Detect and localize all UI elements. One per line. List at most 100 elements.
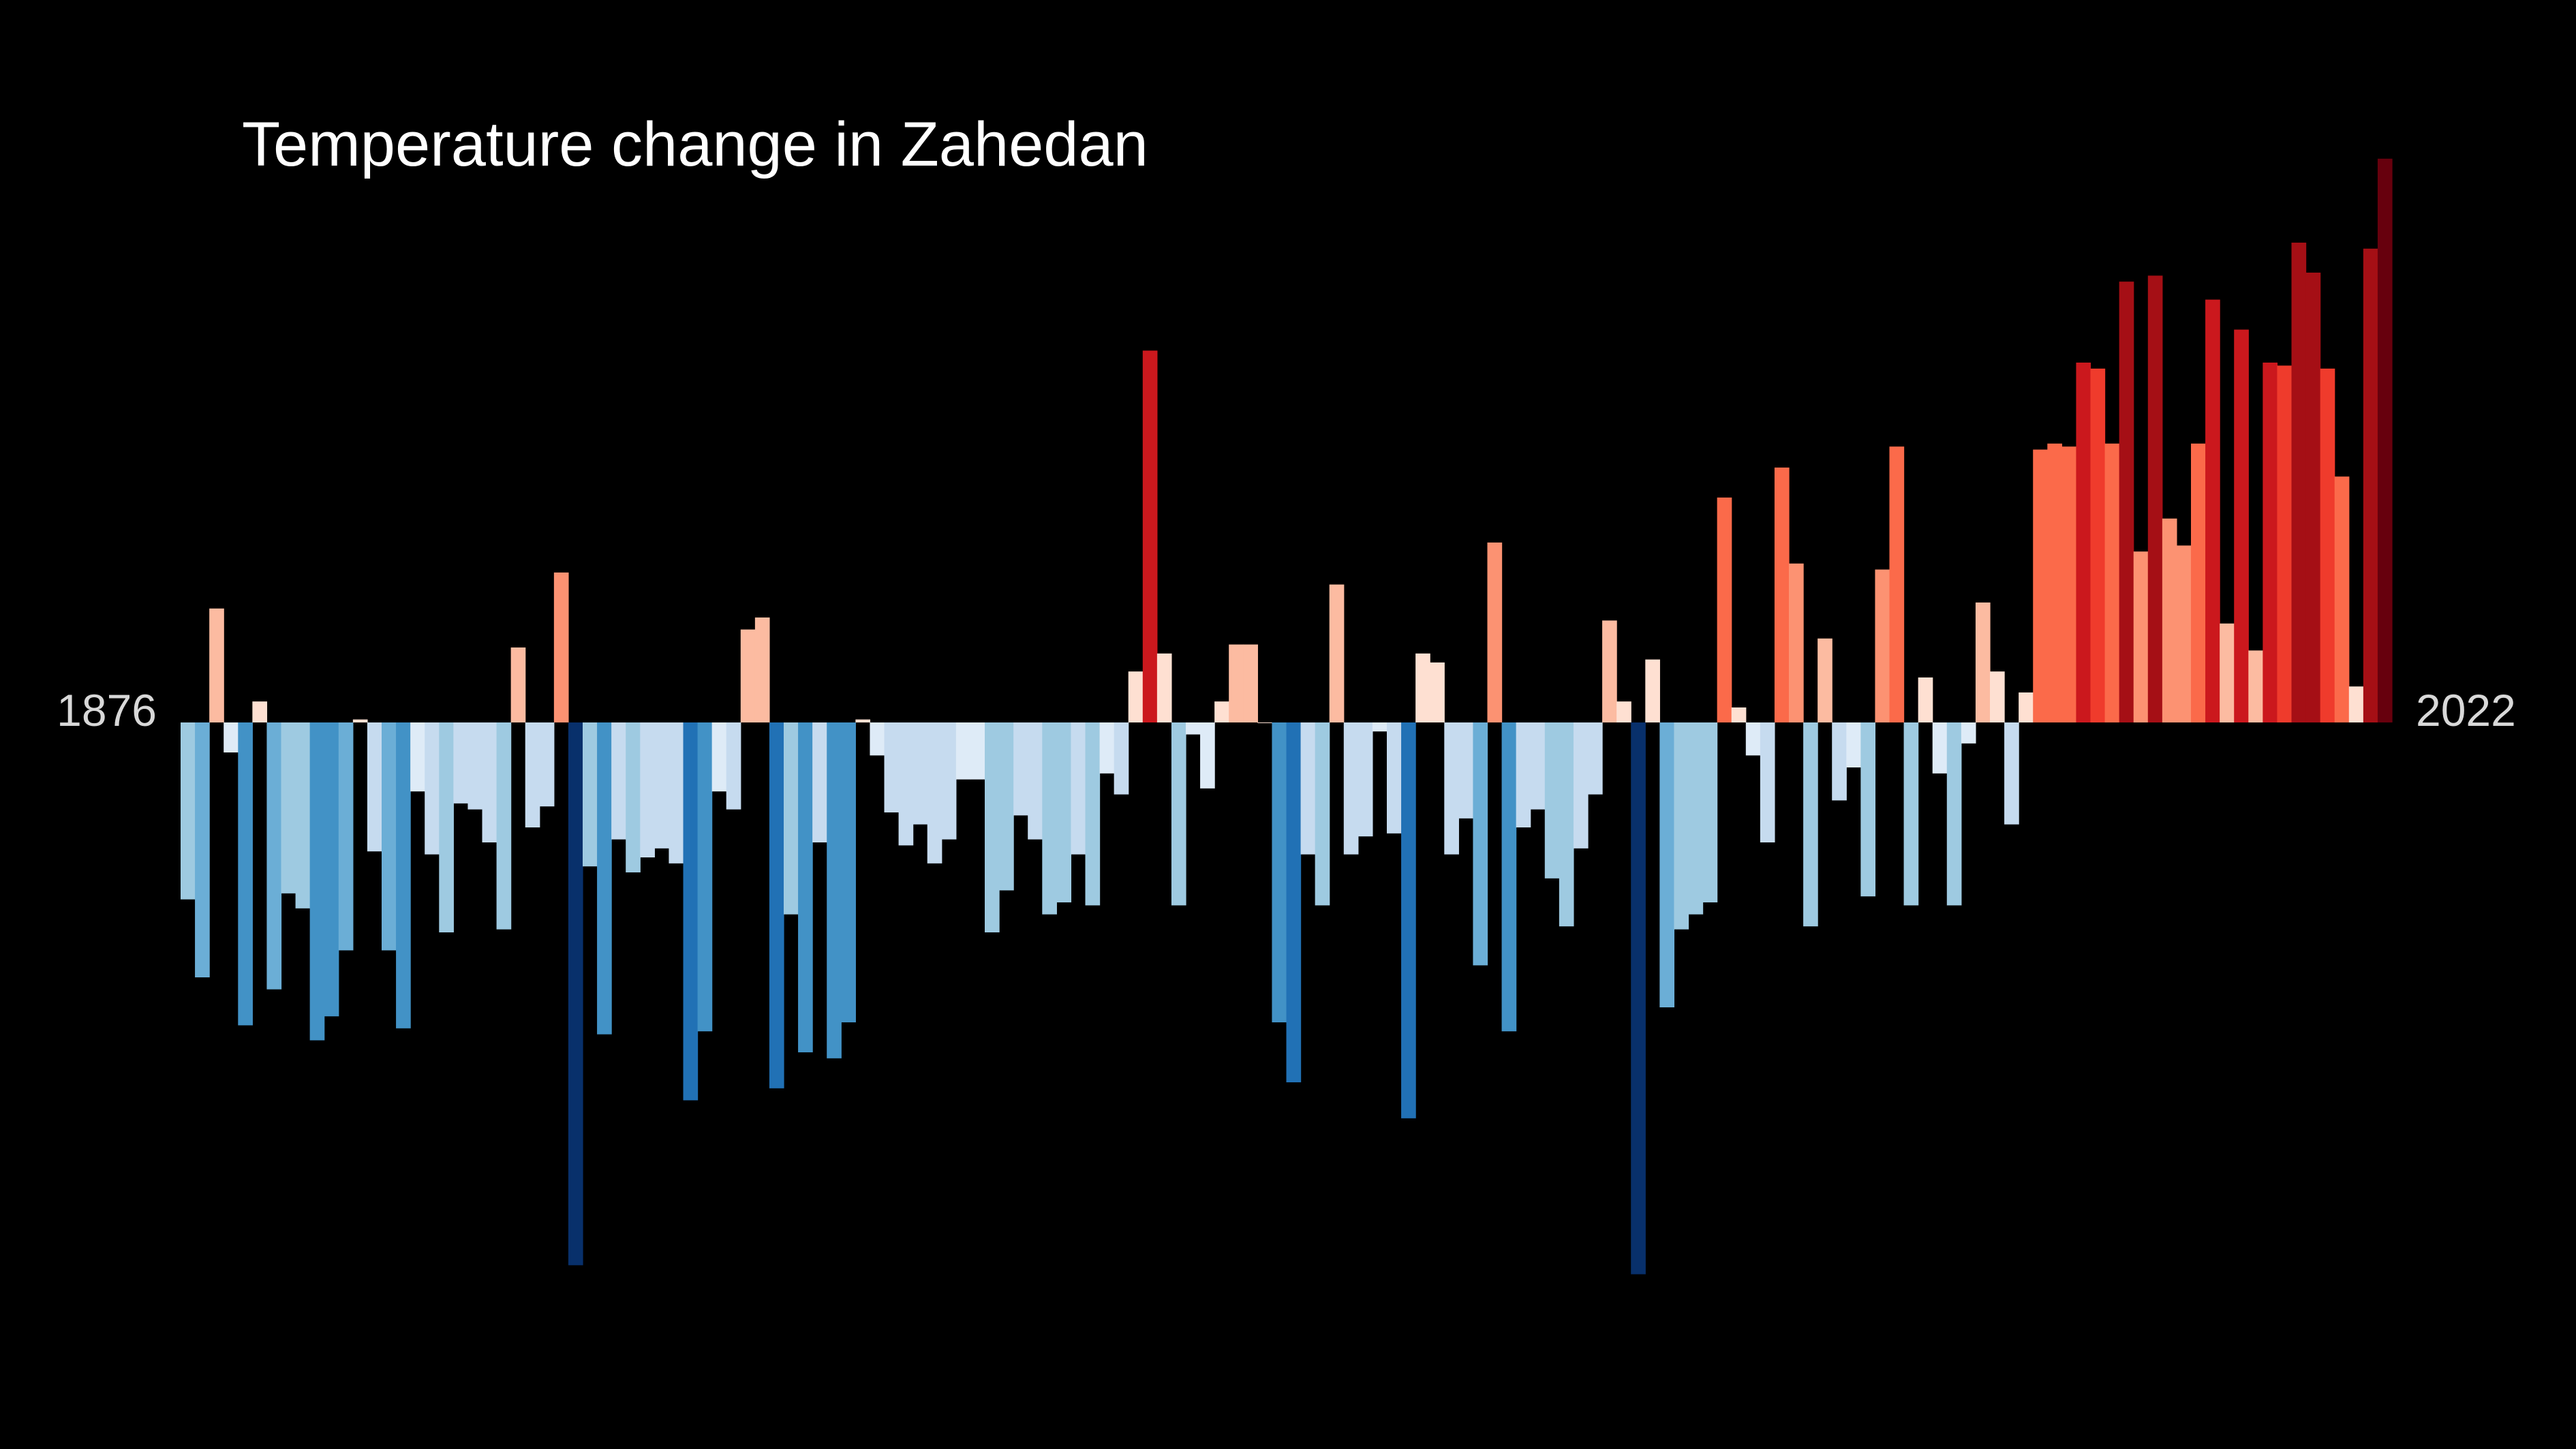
bar-2016: [2191, 443, 2206, 722]
bar-1911: [683, 722, 699, 1101]
bar-1932: [985, 722, 1000, 932]
bar-1969: [1516, 722, 1531, 827]
bar-1966: [1473, 722, 1488, 966]
bar-1992: [1846, 722, 1861, 767]
bar-1940: [1099, 722, 1115, 774]
bar-1980: [1674, 722, 1689, 930]
bar-1876: [181, 722, 196, 900]
bar-1989: [1803, 722, 1818, 927]
bar-1934: [1013, 722, 1028, 816]
bar-1959: [1372, 722, 1387, 732]
bar-1897: [482, 722, 497, 842]
bar-1937: [1056, 722, 1072, 902]
bar-1929: [941, 722, 957, 840]
bar-1944: [1156, 653, 1172, 722]
bar-1900: [525, 722, 540, 827]
bar-1892: [410, 722, 425, 792]
bar-1906: [611, 722, 626, 840]
bar-1878: [209, 608, 224, 722]
bar-1936: [1042, 722, 1057, 915]
bar-1977: [1631, 722, 1646, 1275]
bar-1947: [1200, 722, 1215, 789]
bar-1890: [382, 722, 397, 951]
bar-2027: [2348, 686, 2364, 722]
bar-2010: [2104, 443, 2120, 722]
bar-1882: [266, 722, 282, 990]
bar-2013: [2147, 275, 2163, 722]
bar-1877: [195, 722, 210, 977]
bar-1898: [496, 722, 512, 930]
bar-1951: [1257, 722, 1273, 723]
bar-1984: [1731, 707, 1747, 722]
bar-1995: [1889, 446, 1905, 722]
bar-1958: [1358, 722, 1373, 837]
bar-1913: [711, 722, 727, 792]
bar-1921: [827, 722, 842, 1058]
bar-2007: [2061, 446, 2077, 722]
bar-1879: [224, 722, 239, 752]
bar-1949: [1229, 644, 1244, 722]
bar-2023: [2291, 243, 2307, 722]
bar-1954: [1300, 722, 1316, 855]
bar-1961: [1401, 722, 1416, 1118]
bar-1985: [1745, 722, 1761, 756]
bar-1907: [626, 722, 641, 872]
bar-2024: [2305, 273, 2321, 722]
bar-1957: [1343, 722, 1359, 855]
bar-1930: [955, 722, 971, 780]
bar-1880: [238, 722, 253, 1026]
bar-1976: [1616, 701, 1631, 722]
bar-1968: [1501, 722, 1517, 1032]
bar-2028: [2363, 248, 2378, 722]
bar-1965: [1458, 722, 1474, 819]
end-year-label: 2022: [2416, 685, 2516, 735]
bar-1902: [553, 573, 569, 722]
bar-1956: [1329, 584, 1345, 722]
bar-2020: [2248, 650, 2263, 722]
bar-1915: [740, 629, 756, 722]
bar-1912: [697, 722, 713, 1032]
bar-1923: [855, 719, 871, 722]
bar-1933: [999, 722, 1014, 891]
bar-1901: [539, 722, 555, 807]
bar-1896: [467, 722, 483, 810]
bar-2017: [2205, 299, 2220, 723]
bar-1926: [898, 722, 914, 846]
bar-1970: [1530, 722, 1546, 810]
bar-2004: [2019, 692, 2034, 722]
bar-1904: [583, 722, 598, 867]
bar-1908: [640, 722, 655, 857]
bar-2015: [2176, 545, 2192, 722]
bar-1943: [1142, 350, 1158, 722]
bar-1953: [1286, 722, 1302, 1082]
bar-2022: [2277, 365, 2293, 722]
bars-group: [181, 158, 2393, 1275]
bar-1981: [1688, 722, 1704, 915]
bar-1909: [654, 722, 670, 849]
bar-2011: [2119, 281, 2134, 722]
bar-1967: [1487, 543, 1503, 722]
bar-1952: [1272, 722, 1287, 1022]
bar-1935: [1028, 722, 1043, 840]
bar-2006: [2047, 443, 2062, 722]
bar-1974: [1588, 722, 1603, 795]
bar-1924: [870, 722, 885, 756]
bar-1914: [726, 722, 741, 810]
bar-1986: [1760, 722, 1775, 842]
bar-1928: [927, 722, 942, 864]
chart-title: Temperature change in Zahedan: [242, 110, 1148, 179]
bar-1881: [252, 701, 268, 722]
bar-1982: [1702, 722, 1718, 902]
bar-2005: [2033, 449, 2048, 722]
bar-1946: [1186, 722, 1201, 735]
bar-1999: [1946, 722, 1962, 906]
bar-2012: [2133, 551, 2149, 722]
bar-2003: [2004, 722, 2019, 825]
bar-2018: [2220, 623, 2235, 722]
bar-1945: [1171, 722, 1186, 906]
bar-1886: [324, 722, 339, 1017]
bar-2001: [1975, 603, 1991, 722]
bar-1991: [1832, 722, 1847, 801]
bar-1996: [1903, 722, 1919, 906]
